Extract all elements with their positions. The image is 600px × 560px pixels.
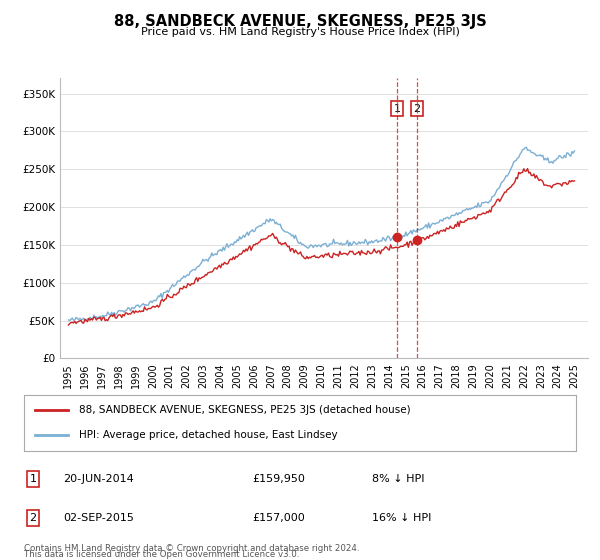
Text: £157,000: £157,000 bbox=[252, 513, 305, 523]
Text: £159,950: £159,950 bbox=[252, 474, 305, 484]
Text: This data is licensed under the Open Government Licence v3.0.: This data is licensed under the Open Gov… bbox=[24, 550, 299, 559]
Text: HPI: Average price, detached house, East Lindsey: HPI: Average price, detached house, East… bbox=[79, 430, 338, 440]
Text: 16% ↓ HPI: 16% ↓ HPI bbox=[372, 513, 431, 523]
Text: 8% ↓ HPI: 8% ↓ HPI bbox=[372, 474, 425, 484]
Text: 88, SANDBECK AVENUE, SKEGNESS, PE25 3JS: 88, SANDBECK AVENUE, SKEGNESS, PE25 3JS bbox=[113, 14, 487, 29]
Text: Price paid vs. HM Land Registry's House Price Index (HPI): Price paid vs. HM Land Registry's House … bbox=[140, 27, 460, 37]
Text: Contains HM Land Registry data © Crown copyright and database right 2024.: Contains HM Land Registry data © Crown c… bbox=[24, 544, 359, 553]
Text: 2: 2 bbox=[413, 104, 421, 114]
Text: 02-SEP-2015: 02-SEP-2015 bbox=[63, 513, 134, 523]
Text: 1: 1 bbox=[394, 104, 400, 114]
Text: 20-JUN-2014: 20-JUN-2014 bbox=[63, 474, 134, 484]
Text: 88, SANDBECK AVENUE, SKEGNESS, PE25 3JS (detached house): 88, SANDBECK AVENUE, SKEGNESS, PE25 3JS … bbox=[79, 405, 411, 416]
Text: 2: 2 bbox=[29, 513, 37, 523]
Text: 1: 1 bbox=[29, 474, 37, 484]
